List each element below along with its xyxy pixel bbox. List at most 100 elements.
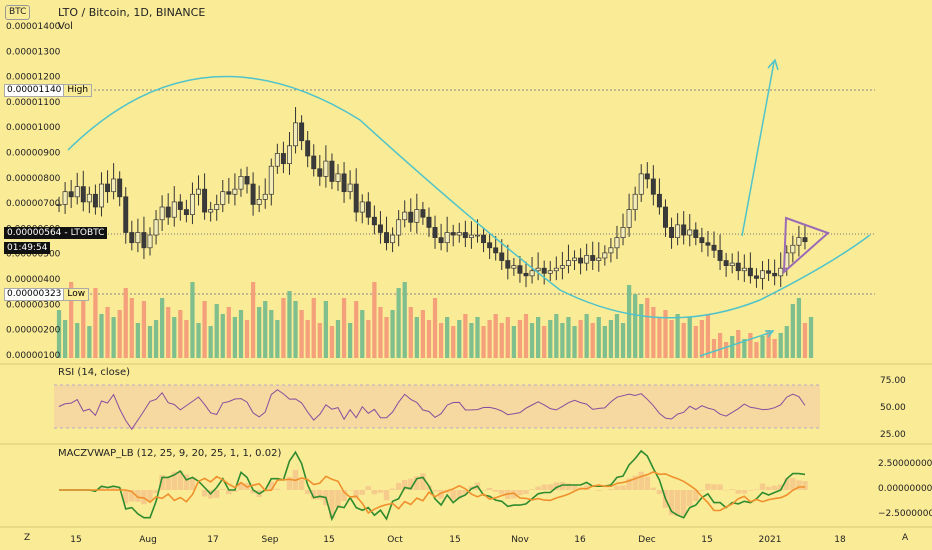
last-price-symbol: LTOBTC — [70, 228, 105, 238]
volume-bar — [99, 314, 104, 358]
candle-body — [663, 206, 668, 228]
volume-bar — [220, 314, 225, 358]
volume-bar — [62, 320, 68, 358]
countdown-timer: 01:49:54 — [4, 242, 51, 254]
candle-body — [220, 191, 226, 205]
arc-drawing[interactable] — [67, 75, 871, 319]
volume-bar — [620, 323, 626, 358]
rsi-line — [58, 389, 806, 431]
macd-title: MACZVWAP_LB (12, 25, 9, 20, 25, 1, 1, 0.… — [58, 448, 282, 459]
candle-body — [74, 186, 80, 198]
volume-bar — [238, 310, 244, 358]
volume-bar — [87, 326, 92, 358]
volume-bar — [469, 323, 474, 358]
candle-body — [293, 122, 299, 147]
candle-body — [365, 201, 371, 218]
volume-bar — [687, 317, 692, 358]
candle-body — [790, 244, 796, 254]
candle-body — [317, 168, 323, 177]
candle-body — [232, 188, 238, 195]
volume-bar — [578, 320, 583, 358]
volume-bar — [778, 333, 783, 358]
volume-bar — [554, 314, 559, 358]
auto-scale-button[interactable]: A — [902, 533, 909, 543]
macd-histogram-bar — [104, 488, 111, 490]
zoom-z-button[interactable]: Z — [24, 533, 31, 543]
macd-histogram-bar — [608, 489, 614, 490]
volume-bar — [178, 310, 183, 358]
volume-bar — [287, 291, 292, 358]
candle-body — [402, 211, 408, 221]
volume-bar — [651, 307, 656, 358]
candle-body — [517, 265, 523, 274]
volume-bar — [639, 304, 644, 358]
volume-bar — [669, 320, 674, 358]
price-axis[interactable]: 0.00001400 0.00001300 0.00001200 0.00001100… — [6, 22, 61, 361]
volume-bar — [675, 314, 680, 358]
volume-bar — [250, 282, 256, 358]
candle-body — [717, 250, 723, 261]
macd-histogram-bar — [638, 471, 644, 490]
macd-histogram-bar — [250, 490, 256, 494]
candle-body — [274, 153, 280, 167]
macd-histogram-bar — [687, 490, 693, 506]
volume-bar — [335, 320, 341, 358]
volume-bar — [269, 310, 274, 358]
macd-histogram-bar — [177, 471, 184, 490]
price-tick-label: 0.00000700 — [6, 199, 61, 209]
macd-histogram-bar — [735, 490, 741, 494]
macd-histogram-bar — [559, 481, 566, 490]
candle-body — [475, 234, 480, 237]
price-tick-label: 0.00001300 — [6, 47, 61, 57]
candle-body — [189, 193, 195, 215]
macd-histogram-bar — [353, 490, 359, 499]
volume-bar — [244, 320, 250, 358]
volume-bar — [730, 336, 735, 358]
macd-histogram-bar — [777, 484, 784, 490]
candle-body — [86, 193, 92, 203]
candle-body — [238, 176, 244, 190]
symbol-title: LTO / Bitcoin, 1D, BINANCE — [58, 6, 206, 19]
macd-histogram-bar — [674, 490, 681, 517]
currency-badge[interactable]: BTC — [5, 5, 31, 20]
volume-bar — [711, 339, 717, 358]
volume-bar — [523, 314, 529, 358]
macd-histogram-bar — [632, 475, 638, 490]
macd-histogram-bar — [668, 490, 675, 515]
rsi-series — [58, 389, 806, 431]
volume-bar — [505, 317, 510, 358]
volume-bar — [420, 310, 426, 358]
volume-bar — [208, 326, 213, 358]
time-tick-label: 15 — [323, 535, 334, 545]
macd-histogram-bar — [626, 478, 632, 490]
candle-body — [250, 183, 256, 205]
candle-body — [802, 237, 808, 243]
candle-body — [262, 193, 268, 200]
volume-bar — [536, 317, 541, 358]
volume-bar — [366, 320, 371, 358]
candle-body — [92, 193, 98, 208]
arrow-up-drawing[interactable] — [741, 61, 775, 237]
time-axis[interactable]: 15 Aug 17 Sep 15 Oct 15 Nov 16 Dec 15 2021 18 — [70, 535, 846, 545]
candle-body — [299, 122, 305, 142]
triangle-drawing[interactable] — [782, 216, 830, 275]
candle-body — [390, 234, 396, 244]
candle-body — [705, 242, 711, 246]
candle-body — [468, 234, 474, 238]
volume-bar — [263, 301, 268, 358]
volume-bar — [584, 314, 589, 358]
volume-bar — [796, 298, 802, 358]
candle-body — [147, 234, 153, 249]
macd-histogram-bar — [220, 489, 226, 490]
volume-bar — [754, 342, 759, 358]
candle-body — [305, 140, 311, 157]
candle-body — [80, 186, 86, 203]
macd-histogram-bar — [110, 487, 117, 490]
volume-bar — [511, 326, 516, 358]
volume-arrow-drawing[interactable] — [699, 331, 773, 357]
volume-bar — [414, 317, 419, 358]
candle-body — [202, 188, 208, 213]
candle-body — [420, 209, 426, 218]
volume-bar — [111, 317, 116, 358]
